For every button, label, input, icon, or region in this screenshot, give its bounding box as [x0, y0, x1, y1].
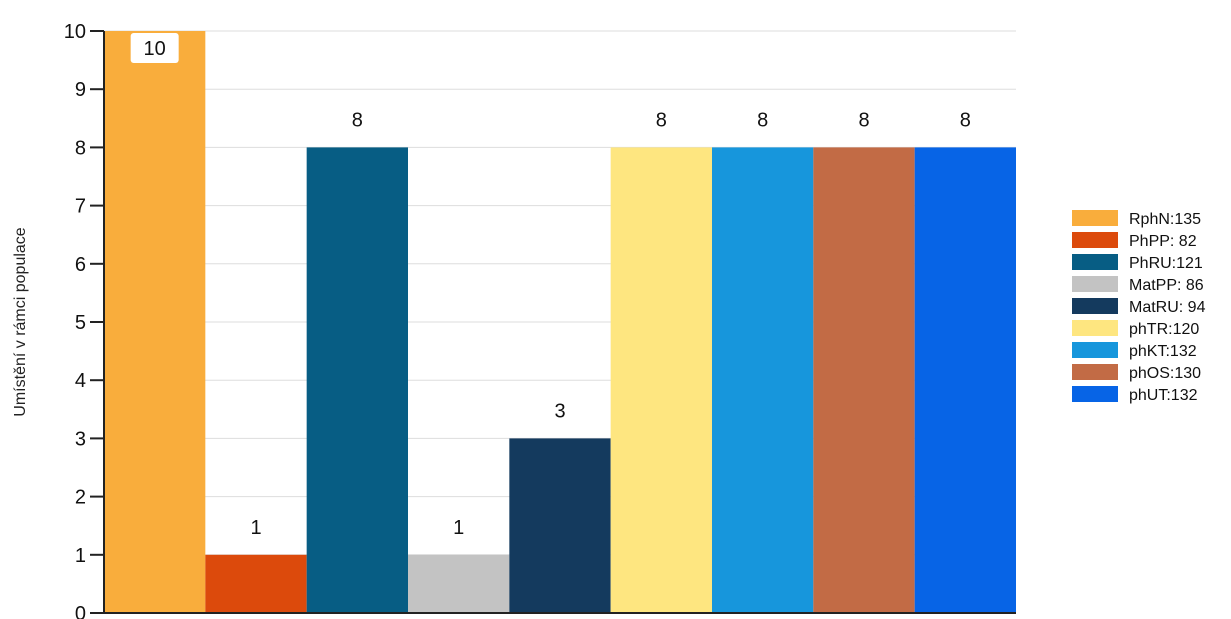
bar — [408, 554, 510, 613]
bars — [104, 31, 1016, 613]
legend-swatch — [1072, 298, 1118, 314]
bar — [712, 147, 814, 613]
legend-swatch — [1072, 386, 1118, 402]
legend-label: MatPP: 86 — [1129, 277, 1204, 294]
legend-label: phKT:132 — [1129, 343, 1197, 360]
y-tick-label: 9 — [75, 79, 86, 101]
legend-swatch — [1072, 320, 1118, 336]
data-label-box — [130, 33, 179, 63]
y-tick-label: 6 — [75, 254, 86, 276]
data-label: 1 — [250, 517, 261, 539]
y-tick-label: 5 — [75, 312, 86, 334]
bar — [610, 147, 712, 613]
legend-label: RphN:135 — [1129, 211, 1201, 228]
y-axis-label: Umístění v rámci populace — [12, 227, 29, 417]
y-tick-label: 7 — [75, 196, 86, 218]
y-tick-label: 8 — [75, 137, 86, 159]
bar — [205, 554, 307, 613]
y-tick-label: 2 — [75, 487, 86, 509]
legend-swatch — [1072, 210, 1118, 226]
data-label: 10 — [144, 38, 166, 60]
y-tick-label: 3 — [75, 428, 86, 450]
data-label: 8 — [656, 109, 667, 131]
y-tick-label: 0 — [75, 603, 86, 619]
grid-lines — [104, 30, 1016, 556]
y-tick-label: 4 — [75, 370, 86, 392]
legend-swatch — [1072, 232, 1118, 248]
legend-label: PhRU:121 — [1129, 255, 1203, 272]
legend-swatch — [1072, 276, 1118, 292]
legend-swatch — [1072, 254, 1118, 270]
legend-swatch — [1072, 364, 1118, 380]
data-labels: 10 1 8 1 3 8 8 8 8 — [130, 33, 971, 539]
legend-label: phOS:130 — [1129, 365, 1201, 382]
data-label: 8 — [757, 109, 768, 131]
bar — [813, 147, 915, 613]
bar — [914, 147, 1016, 613]
legend-swatch — [1072, 342, 1118, 358]
data-label: 8 — [352, 109, 363, 131]
legend-label: phUT:132 — [1129, 387, 1198, 404]
legend: RphN:135 PhPP: 82 PhRU:121 MatPP: 86 MatRU: … — [1072, 210, 1206, 404]
data-label: 1 — [453, 517, 464, 539]
bar — [509, 438, 611, 613]
y-axis-ticks: 0 1 2 3 4 5 6 7 8 9 10 — [64, 21, 104, 619]
legend-label: PhPP: 82 — [1129, 233, 1197, 250]
bar — [306, 147, 408, 613]
data-label: 3 — [554, 400, 565, 422]
legend-label: MatRU: 94 — [1129, 299, 1206, 316]
y-tick-label: 10 — [64, 21, 86, 43]
data-label: 8 — [960, 109, 971, 131]
legend-label: phTR:120 — [1129, 321, 1199, 338]
bar — [104, 31, 206, 613]
y-tick-label: 1 — [75, 545, 86, 567]
data-label: 8 — [858, 109, 869, 131]
